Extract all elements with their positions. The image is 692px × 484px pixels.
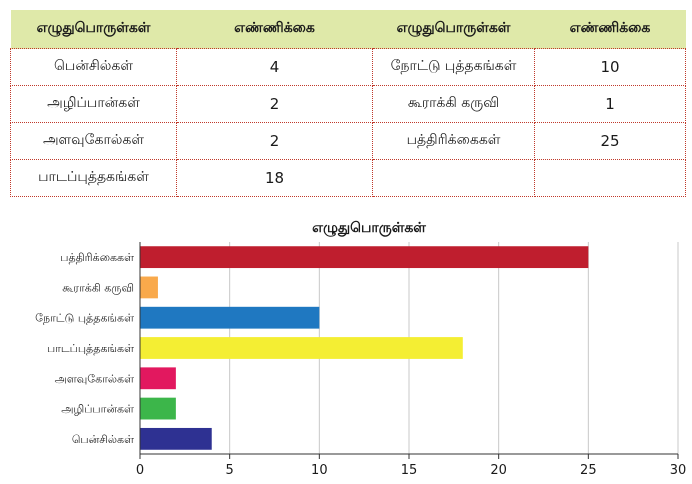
bar-1 [140, 246, 589, 269]
table-cell-item: பத்திரிக்கைகள் [372, 122, 535, 160]
table-cell-item: பாடப்புத்தகங்கள் [10, 159, 177, 197]
category-label: பென்சில்கள் [72, 433, 134, 446]
category-label: பாடப்புத்தகங்கள் [47, 342, 134, 355]
bar-7 [140, 427, 212, 450]
table-row: பாடப்புத்தகங்கள் 18 [10, 159, 686, 197]
table-cell-count: 2 [176, 122, 373, 160]
chart-title: எழுதுபொருள்கள் [312, 220, 426, 237]
table-cell-count [534, 159, 686, 197]
bars [140, 246, 589, 450]
x-tick-label: 0 [136, 463, 144, 478]
category-label: பத்திரிக்கைகள் [60, 251, 134, 264]
x-tick-label: 15 [401, 463, 418, 478]
bar-chart: எழுதுபொருள்கள் பத்திரிக்கைகள் கூராக்கி கர… [35, 220, 686, 478]
x-tick-label: 30 [670, 463, 687, 478]
table-cell-item: நோட்டு புத்தகங்கள் [372, 48, 535, 86]
table-row: அளவுகோல்கள் 2 பத்திரிக்கைகள் 25 [10, 122, 686, 160]
bar-6 [140, 397, 176, 420]
table-row: பென்சில்கள் 4 நோட்டு புத்தகங்கள் 10 [10, 48, 686, 86]
table-cell-item: பென்சில்கள் [10, 48, 177, 86]
category-label: கூராக்கி கருவி [62, 281, 134, 294]
table-cell-item: அளவுகோல்கள் [10, 122, 177, 160]
category-label: அளவுகோல்கள் [55, 372, 134, 385]
table-row: அழிப்பான்கள் 2 கூராக்கி கருவி 1 [10, 85, 686, 123]
category-label: அழிப்பான்கள் [61, 403, 134, 416]
table-cell-count: 18 [176, 159, 373, 197]
data-table: எழுதுபொருள்கள் எண்ணிக்கை எழுதுபொருள்கள் … [10, 10, 686, 197]
bar-4 [140, 337, 463, 359]
x-tick-label: 5 [226, 463, 234, 478]
x-tick-label: 10 [311, 463, 328, 478]
table-cell-count: 4 [176, 48, 373, 86]
x-tick-label: 20 [490, 463, 507, 478]
table-cell-item [372, 159, 535, 197]
table-cell-count: 10 [534, 48, 686, 86]
bar-5 [140, 367, 176, 390]
table-cell-item: கூராக்கி கருவி [372, 85, 535, 123]
bar-3 [140, 306, 320, 329]
header-item-1: எழுதுபொருள்கள் [10, 10, 177, 49]
table-cell-count: 25 [534, 122, 686, 160]
table-cell-count: 1 [534, 85, 686, 123]
x-tick-label: 25 [580, 463, 597, 478]
header-count-2: எண்ணிக்கை [534, 10, 686, 49]
category-labels: பத்திரிக்கைகள் கூராக்கி கருவி நோட்டு புத்த… [35, 251, 134, 446]
table-cell-count: 2 [176, 85, 373, 123]
category-label: நோட்டு புத்தகங்கள் [35, 312, 134, 325]
x-axis-ticks: 0 5 10 15 20 25 30 [136, 454, 686, 478]
bar-2 [140, 276, 158, 299]
header-item-2: எழுதுபொருள்கள் [372, 10, 535, 49]
table-cell-item: அழிப்பான்கள் [10, 85, 177, 123]
header-count-1: எண்ணிக்கை [176, 10, 373, 49]
table-header-row: எழுதுபொருள்கள் எண்ணிக்கை எழுதுபொருள்கள் … [10, 10, 686, 49]
